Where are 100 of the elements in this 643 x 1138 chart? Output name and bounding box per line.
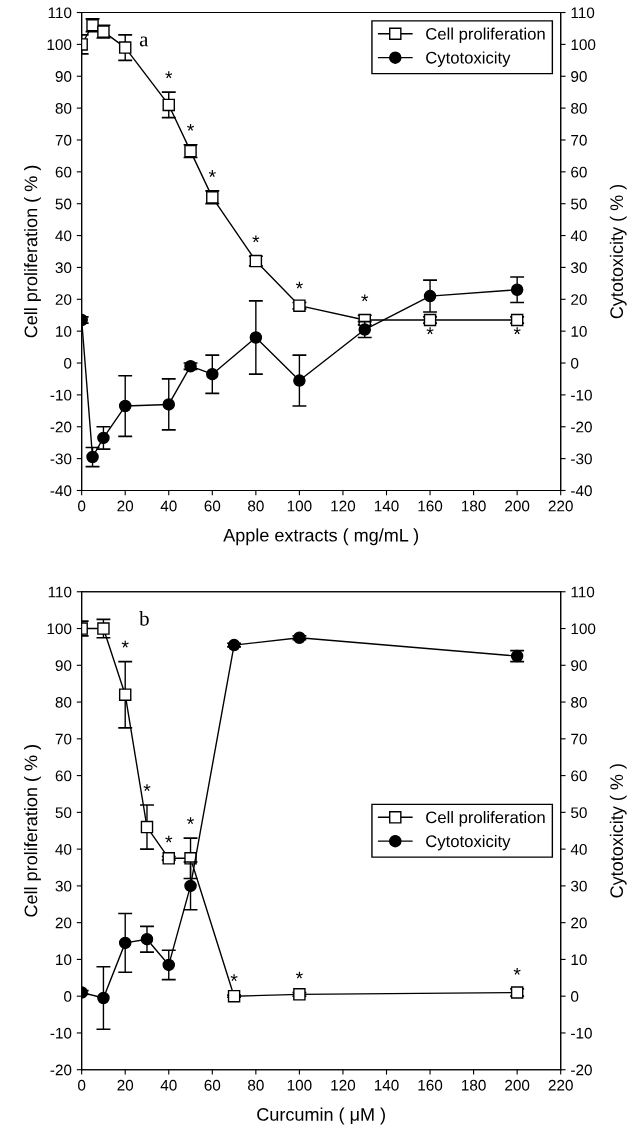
y2-tick-label: 30 <box>571 880 587 892</box>
y-tick-label: 20 <box>55 294 72 305</box>
y2-tick-label: 60 <box>571 770 587 782</box>
y2-tick-label: 70 <box>571 733 587 745</box>
annotation: * <box>230 974 238 982</box>
y-tick-label: 40 <box>55 843 72 855</box>
y-tick-label: 90 <box>55 660 72 671</box>
x-tick-label: 140 <box>374 500 399 512</box>
y-tick-label: -10 <box>50 1027 72 1039</box>
y-tick-label: 50 <box>55 807 72 819</box>
annotation: * <box>361 294 369 302</box>
y-tick-label: 70 <box>55 733 72 745</box>
y2-tick-label: 10 <box>571 954 587 966</box>
x-tick-label: 80 <box>248 500 264 512</box>
annotation: * <box>513 327 521 335</box>
y-tick-label: 80 <box>55 102 72 114</box>
x-tick-label: 140 <box>374 1079 399 1091</box>
x-tick-label: 40 <box>160 500 177 512</box>
x-tick-label: 20 <box>117 500 134 512</box>
y2-tick-label: -10 <box>571 1027 592 1039</box>
y-axis-title: Cell proliferation ( % ) <box>24 165 41 338</box>
y-tick-label: 110 <box>48 586 72 598</box>
y-tick-label: 60 <box>55 770 72 782</box>
y-tick-label: 100 <box>47 39 72 51</box>
legend-label: Cytotoxicity <box>426 51 511 67</box>
y-tick-label: -20 <box>50 421 72 433</box>
y2-tick-label: 40 <box>570 843 587 855</box>
y-axis-title: Cell proliferation ( % ) <box>24 745 41 917</box>
y-tick-label: -10 <box>50 389 72 401</box>
y-tick-label: 90 <box>55 71 72 82</box>
x-tick-label: 60 <box>204 1079 221 1091</box>
x-tick-label: 100 <box>287 1079 312 1091</box>
y2-tick-label: 20 <box>571 917 587 929</box>
y2-tick-label: 50 <box>571 807 587 819</box>
x-tick-label: 200 <box>505 1079 530 1091</box>
y-tick-label: 20 <box>55 917 72 929</box>
y2-tick-label: 70 <box>571 134 587 146</box>
y2-tick-label: 90 <box>571 71 587 82</box>
x-tick-label: 80 <box>248 1079 264 1091</box>
y-tick-label: -30 <box>50 453 72 465</box>
legend-label: Cell proliferation <box>426 27 545 44</box>
y2-tick-label: -30 <box>571 453 592 465</box>
x-tick-label: 200 <box>505 500 530 512</box>
y2-tick-label: 100 <box>571 623 596 635</box>
y-tick-label: 30 <box>55 262 72 274</box>
annotation: * <box>187 123 195 131</box>
y-tick-label: 0 <box>64 357 72 369</box>
y-tick-label: 100 <box>47 623 72 635</box>
y2-tick-label: 40 <box>570 230 587 242</box>
x-tick-label: 220 <box>548 1079 573 1091</box>
y2-tick-label: 80 <box>571 696 587 708</box>
y2-tick-label: 0 <box>571 991 579 1002</box>
y2-tick-label: 110 <box>571 586 595 598</box>
annotation: * <box>165 71 173 79</box>
x-tick-label: 60 <box>204 500 221 512</box>
y2-tick-label: 110 <box>571 7 595 19</box>
y2-tick-label: 50 <box>571 198 587 210</box>
x-tick-label: 20 <box>117 1079 134 1091</box>
annotation: * <box>295 971 303 979</box>
x-tick-label: 160 <box>418 500 443 512</box>
y2-tick-label: 60 <box>571 166 587 178</box>
y2-tick-label: -40 <box>571 485 592 497</box>
annotation: * <box>295 281 303 289</box>
y2-axis-title: Cytotoxicity ( % ) <box>609 184 627 319</box>
x-tick-label: 180 <box>462 1079 486 1091</box>
y-tick-label: 0 <box>64 991 72 1002</box>
annotation: * <box>252 235 260 243</box>
x-axis-title: Curcumin ( μM ) <box>257 1107 385 1125</box>
x-tick-label: 0 <box>78 500 86 512</box>
y-tick-label: 40 <box>55 230 72 242</box>
annotation: * <box>513 967 521 975</box>
annotation: * <box>143 784 151 791</box>
legend-label: Cytotoxicity <box>426 834 511 851</box>
y2-tick-label: 80 <box>571 102 587 114</box>
legend-label: Cell proliferation <box>426 811 545 827</box>
y-tick-label: 110 <box>48 7 72 19</box>
x-tick-label: 180 <box>462 500 486 512</box>
y2-tick-label: -20 <box>571 421 592 433</box>
annotation: * <box>426 327 434 335</box>
annotation: * <box>208 170 216 177</box>
x-tick-label: 40 <box>160 1079 177 1091</box>
annotation: b <box>139 610 149 626</box>
y2-tick-label: -20 <box>571 1064 592 1076</box>
y2-tick-label: 10 <box>571 326 587 337</box>
y2-tick-label: 100 <box>571 39 596 51</box>
y-tick-label: 70 <box>55 134 72 146</box>
y-tick-label: 80 <box>55 696 72 708</box>
annotation: * <box>121 640 129 648</box>
annotation: * <box>187 817 195 825</box>
x-tick-label: 120 <box>331 500 356 512</box>
y-tick-label: -20 <box>50 1064 72 1076</box>
y2-axis-title: Cytotoxicity ( % ) <box>609 764 627 898</box>
y-tick-label: 60 <box>55 166 72 178</box>
y2-tick-label: -10 <box>571 389 592 401</box>
y-tick-label: 10 <box>56 954 72 966</box>
y2-tick-label: 90 <box>571 660 587 671</box>
annotation: * <box>165 835 173 843</box>
y-tick-label: -40 <box>50 485 72 497</box>
x-tick-label: 160 <box>418 1079 443 1091</box>
y-tick-label: 50 <box>55 198 72 210</box>
